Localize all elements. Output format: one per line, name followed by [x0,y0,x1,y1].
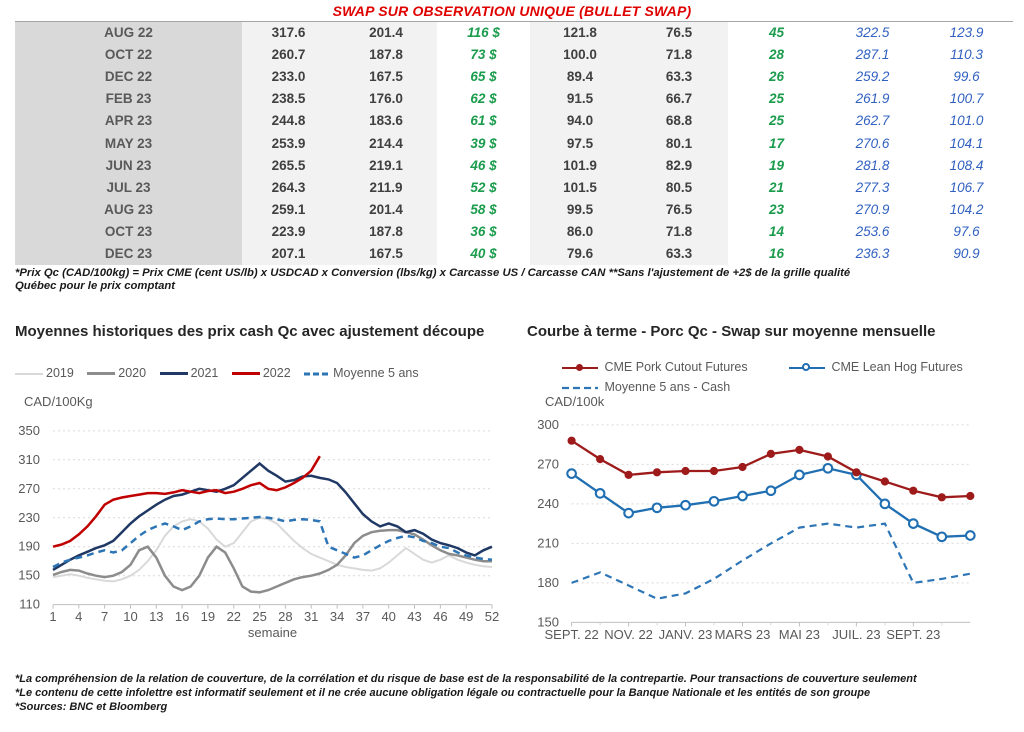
svg-text:25: 25 [252,609,266,624]
svg-text:270: 270 [537,456,559,471]
svg-text:13: 13 [149,609,163,624]
svg-text:37: 37 [356,609,370,624]
svg-text:JANV. 23: JANV. 23 [659,627,713,642]
svg-text:240: 240 [537,496,559,511]
svg-text:43: 43 [407,609,421,624]
svg-text:16: 16 [175,609,189,624]
svg-text:10: 10 [123,609,137,624]
svg-text:SEPT. 22: SEPT. 22 [544,627,598,642]
svg-text:MARS 23: MARS 23 [715,627,771,642]
svg-text:310: 310 [18,452,40,467]
svg-text:46: 46 [433,609,447,624]
svg-text:150: 150 [18,568,40,583]
svg-text:230: 230 [18,510,40,525]
svg-text:52: 52 [485,609,499,624]
svg-text:1: 1 [49,609,56,624]
svg-text:180: 180 [537,575,559,590]
svg-text:34: 34 [330,609,344,624]
svg-text:19: 19 [201,609,215,624]
svg-text:270: 270 [18,481,40,496]
svg-text:4: 4 [75,609,82,624]
svg-text:300: 300 [537,417,559,432]
svg-text:49: 49 [459,609,473,624]
svg-text:190: 190 [18,539,40,554]
svg-text:semaine: semaine [248,625,297,640]
svg-text:28: 28 [278,609,292,624]
svg-text:110: 110 [19,597,40,612]
svg-text:SEPT. 23: SEPT. 23 [886,627,940,642]
svg-text:JUIL. 23: JUIL. 23 [832,627,880,642]
svg-text:31: 31 [304,609,318,624]
svg-text:NOV. 22: NOV. 22 [604,627,653,642]
svg-text:350: 350 [18,423,40,438]
svg-text:7: 7 [101,609,108,624]
svg-text:22: 22 [227,609,241,624]
svg-text:210: 210 [537,535,559,550]
svg-text:40: 40 [381,609,395,624]
svg-text:MAI 23: MAI 23 [779,627,820,642]
